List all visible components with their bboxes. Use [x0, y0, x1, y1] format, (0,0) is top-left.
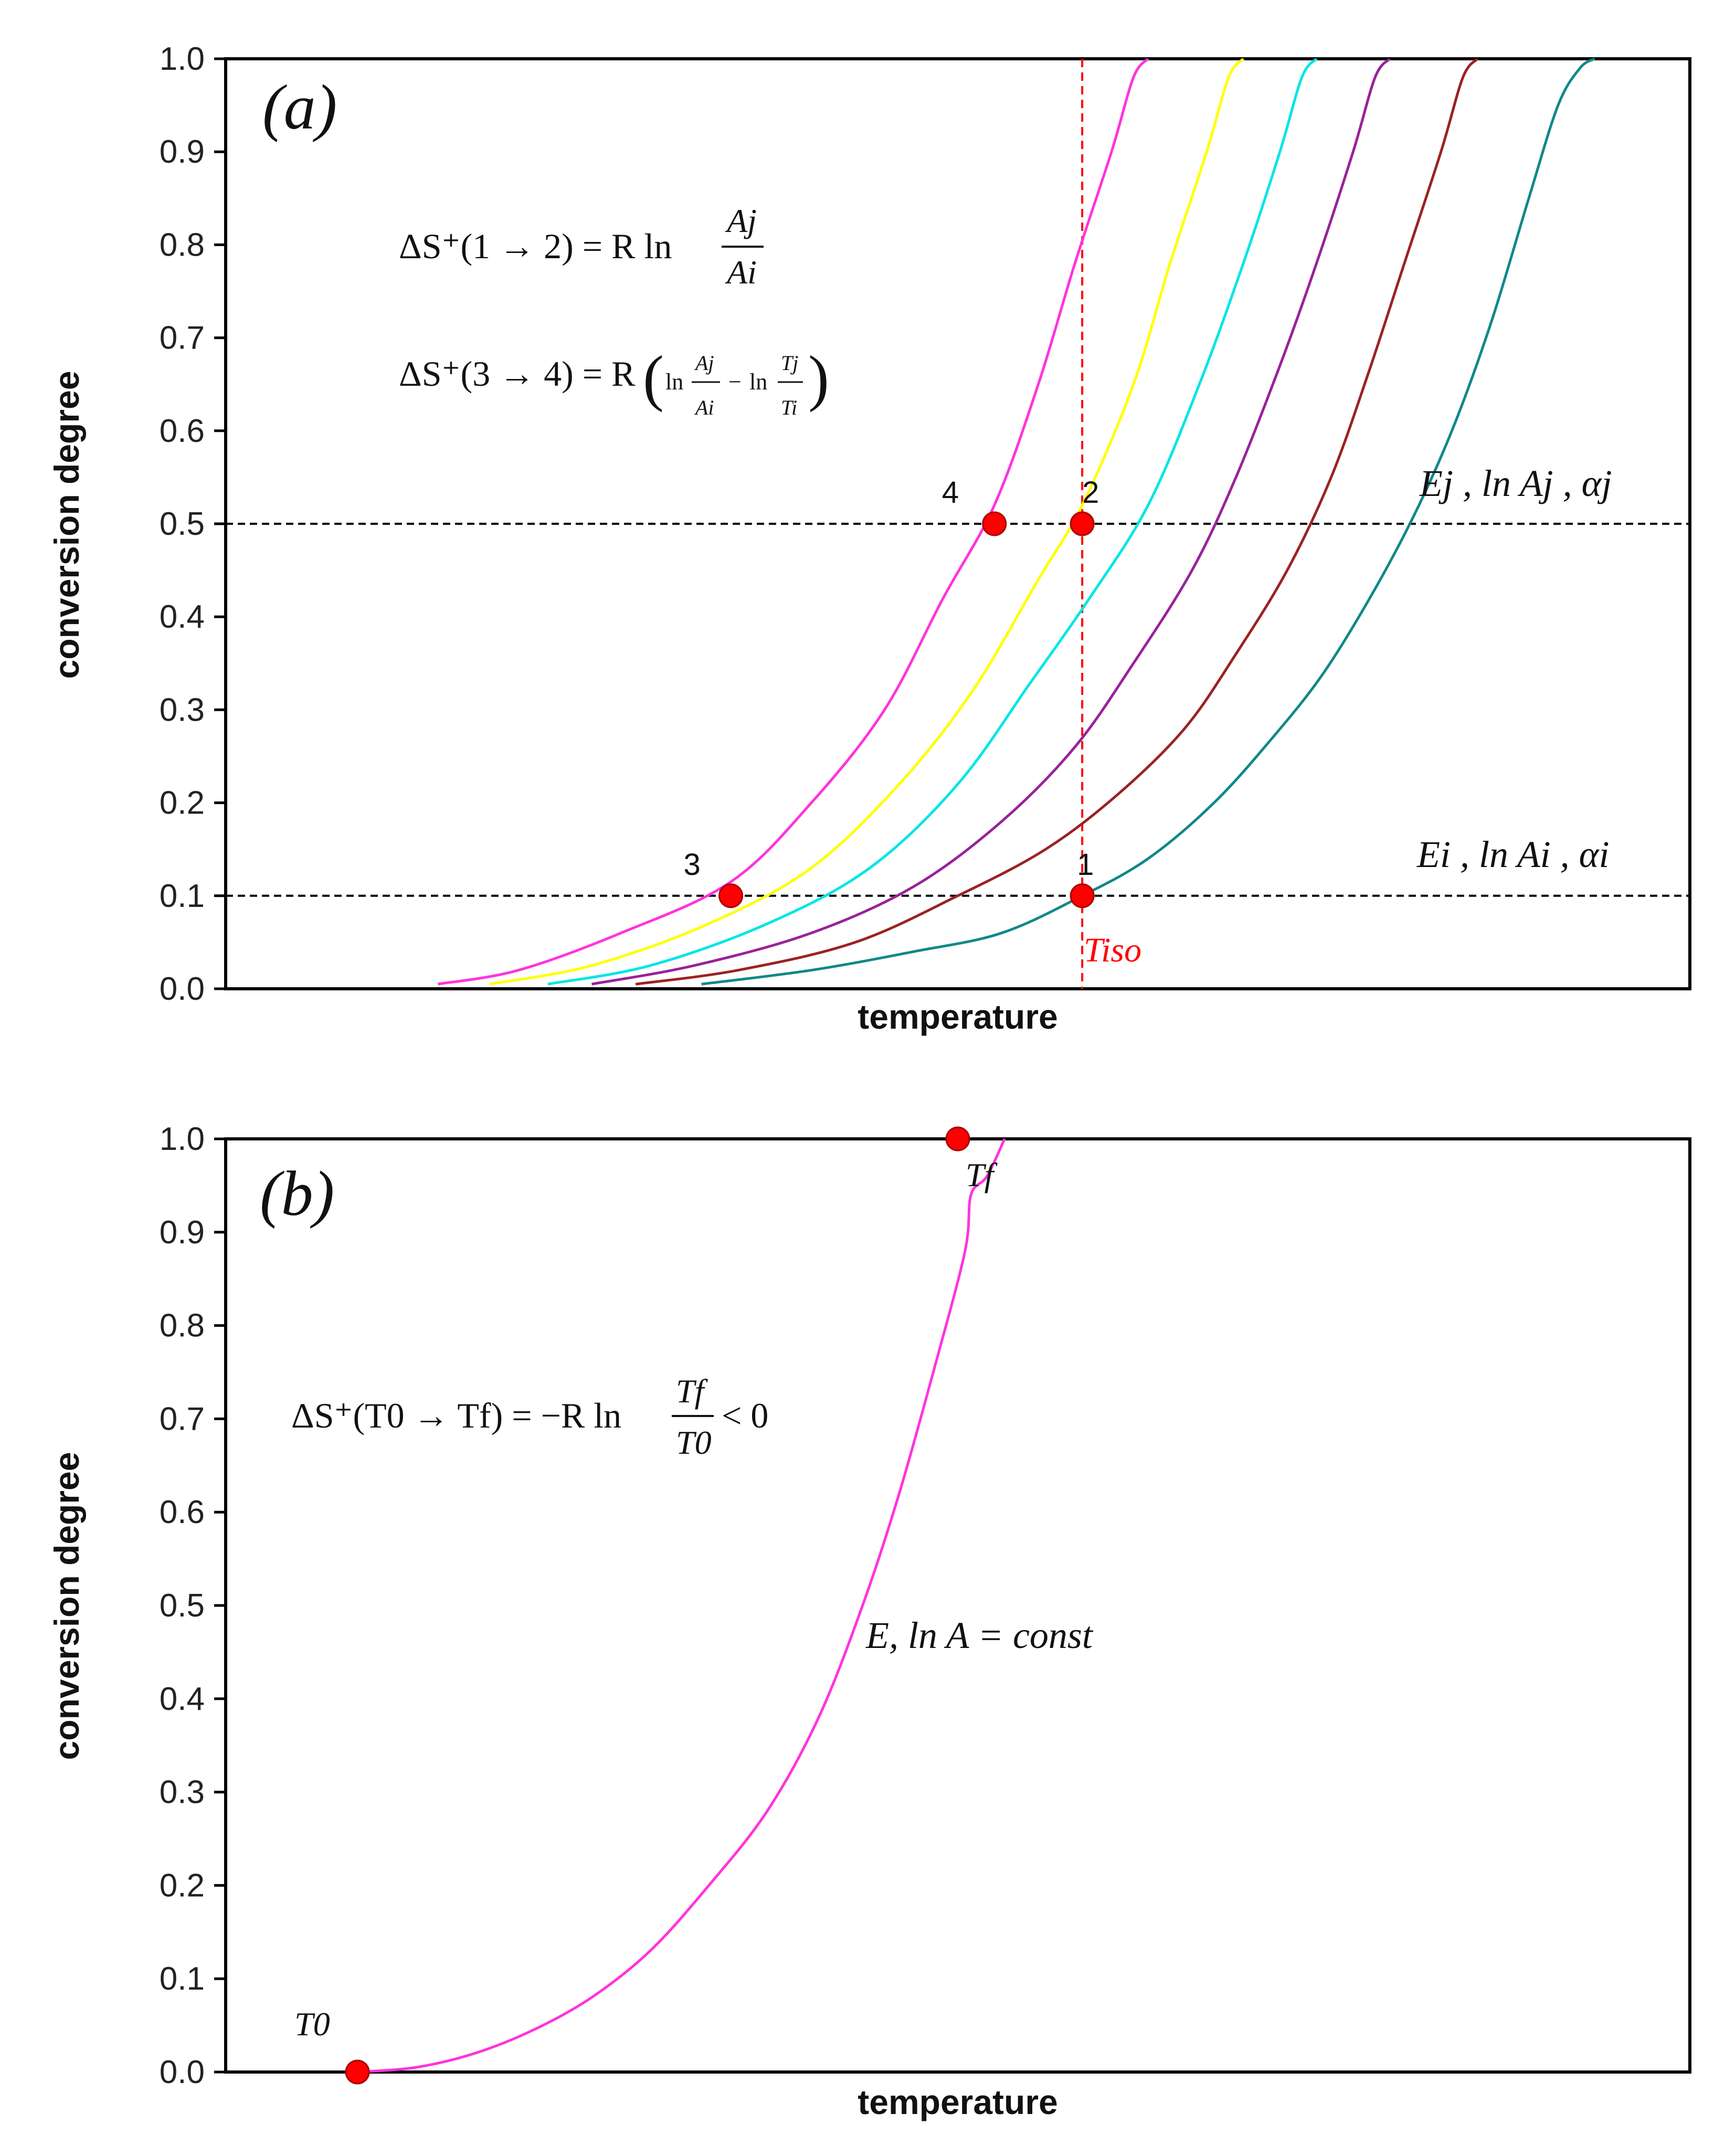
series-line-magenta [438, 58, 1149, 986]
marker-point-T0 [345, 2059, 370, 2085]
point-label-1: 1 [1077, 848, 1094, 882]
panel-a-equation-2: ΔS⁺(3 → 4) = R ( ln Aj Ai − ln Tj Ti ) [399, 343, 829, 419]
eq1-denominator: Ai [725, 253, 757, 291]
y-tick-label: 0.7 [160, 1401, 205, 1437]
y-tick-label: 0.5 [160, 1588, 205, 1624]
eq2-minus: − [728, 369, 742, 395]
y-tick-label: 1.0 [160, 41, 205, 77]
y-tick-label: 1.0 [160, 1121, 205, 1157]
eq2-den-1: Ai [694, 396, 714, 419]
panel-a-tag: (a) [262, 72, 337, 143]
panel-b-curves [357, 1138, 1006, 2074]
label-i-params: Ei , ln Ai , αi [1416, 833, 1609, 875]
t-iso-label: Tiso [1084, 931, 1141, 969]
y-tick-label: 0.1 [160, 878, 205, 914]
eq2-ln-1: ln [665, 369, 683, 395]
panel-a-equation-1: ΔS⁺(1 → 2) = R ln Aj Ai [399, 202, 764, 291]
point-label-tf: Tf [966, 1156, 998, 1193]
y-tick-label: 0.8 [160, 227, 205, 263]
y-tick-label: 0.2 [160, 1867, 205, 1904]
panel-b-tag: (b) [260, 1158, 334, 1229]
panel-a: 0.0 0.1 0.2 0.3 0.4 0.5 0.6 0.7 0.8 0.9 1.0 1 2 3 4 (… [47, 41, 1691, 1036]
panel-a-x-axis-label: temperature [858, 997, 1057, 1036]
panel-b: 0.0 0.1 0.2 0.3 0.4 0.5 0.6 0.7 0.8 0.9 1.0 T0 Tf (… [47, 1121, 1691, 2121]
y-tick-label: 0.1 [160, 1961, 205, 1997]
point-label-4: 4 [942, 475, 959, 510]
panel-b-x-axis-label: temperature [858, 2083, 1057, 2121]
eq2-ln-2: ln [749, 369, 767, 395]
series-line-magenta [357, 1138, 1006, 2074]
marker-point-3 [718, 883, 744, 908]
marker-point-Tf [945, 1126, 970, 1151]
eq2-den-2: Ti [781, 396, 797, 419]
const-label: E, ln A = const [865, 1614, 1094, 1656]
marker-point-2 [1070, 511, 1095, 536]
panel-a-curves [438, 57, 1595, 986]
panel-b-points: T0 Tf [294, 1126, 998, 2085]
panel-a-points: 1 2 3 4 [684, 475, 1099, 908]
y-tick-label: 0.4 [160, 1681, 205, 1717]
panel-a-y-axis-label: conversion degree [47, 371, 86, 679]
eq2-lhs: ΔS⁺(3 → 4) = R [399, 354, 636, 394]
y-tick-label: 0.0 [160, 2054, 205, 2090]
series-line-purple [591, 58, 1391, 986]
y-tick-label: 0.2 [160, 785, 205, 821]
eq1-numerator: Aj [725, 202, 757, 239]
y-tick-label: 0.8 [160, 1308, 205, 1344]
eq1-lhs: ΔS⁺(1 → 2) = R ln [399, 226, 672, 266]
y-tick-label: 0.6 [160, 413, 205, 449]
panel-b-y-ticks: 0.0 0.1 0.2 0.3 0.4 0.5 0.6 0.7 0.8 0.9 1.0 [160, 1121, 226, 2090]
y-tick-label: 0.0 [160, 971, 205, 1007]
point-label-t0: T0 [294, 2005, 330, 2043]
y-tick-label: 0.9 [160, 1214, 205, 1251]
series-line-brown [635, 58, 1479, 986]
y-tick-label: 0.3 [160, 692, 205, 728]
eq2-close-paren: ) [808, 343, 829, 413]
panel-b-equation: ΔS⁺(T0 → Tf) = −R ln Tf T0 < 0 [291, 1372, 768, 1461]
y-tick-label: 0.4 [160, 599, 205, 635]
eqb-denominator: T0 [676, 1424, 712, 1461]
y-tick-label: 0.9 [160, 134, 205, 170]
label-j-params: Ej , ln Aj , αj [1419, 462, 1612, 504]
eqb-numerator: Tf [676, 1372, 708, 1410]
series-line-yellow [489, 58, 1245, 986]
point-label-2: 2 [1082, 475, 1099, 510]
eqb-rhs: < 0 [722, 1396, 768, 1435]
marker-point-1 [1070, 883, 1095, 908]
eq2-open-paren: ( [643, 343, 664, 413]
panel-a-reference-lines [226, 523, 1690, 897]
y-tick-label: 0.7 [160, 320, 205, 356]
eqb-lhs: ΔS⁺(T0 → Tf) = −R ln [291, 1396, 621, 1435]
series-line-teal [701, 57, 1595, 986]
eq2-num-2: Tj [781, 351, 798, 375]
eq2-num-1: Aj [694, 351, 714, 375]
svg-text:ΔS⁺(1 → 2) = R ln: ΔS⁺(1 → 2) = R ln [399, 226, 672, 266]
panel-a-y-ticks: 0.0 0.1 0.2 0.3 0.4 0.5 0.6 0.7 0.8 0.9 1.0 [160, 41, 226, 1007]
marker-point-4 [982, 511, 1007, 536]
y-tick-label: 0.6 [160, 1494, 205, 1530]
y-tick-label: 0.3 [160, 1774, 205, 1811]
series-line-cyan [547, 58, 1318, 986]
panel-b-y-axis-label: conversion degree [47, 1452, 86, 1760]
point-label-3: 3 [684, 848, 701, 882]
y-tick-label: 0.5 [160, 506, 205, 542]
